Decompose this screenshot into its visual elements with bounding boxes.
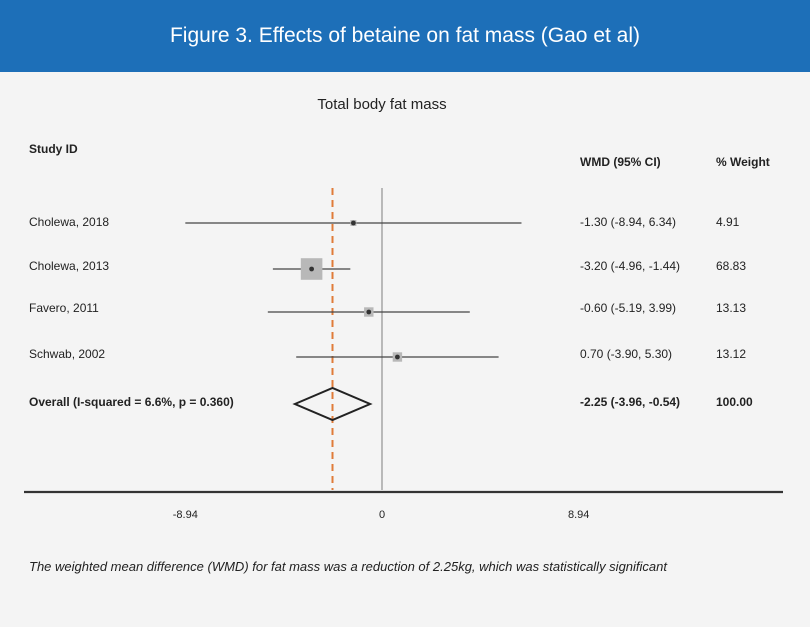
overall-label: Overall (I-squared = 6.6%, p = 0.360) bbox=[29, 395, 234, 409]
study-weight: 4.91 bbox=[716, 215, 740, 229]
study-id-header: Study ID bbox=[29, 142, 78, 156]
study-effect: -0.60 (-5.19, 3.99) bbox=[580, 301, 677, 315]
study-effect: 0.70 (-3.90, 5.30) bbox=[580, 347, 673, 361]
study-label: Cholewa, 2013 bbox=[29, 259, 110, 273]
study-weight: 13.13 bbox=[716, 301, 747, 315]
chart-panel bbox=[0, 72, 810, 627]
point-estimate-dot bbox=[351, 220, 356, 226]
overall-effect: -2.25 (-3.96, -0.54) bbox=[580, 395, 681, 409]
figure-banner: Figure 3. Effects of betaine on fat mass… bbox=[0, 0, 810, 72]
study-label: Schwab, 2002 bbox=[29, 347, 106, 361]
study-weight: 68.83 bbox=[716, 259, 747, 273]
weight-header: % Weight bbox=[716, 155, 770, 169]
point-estimate-dot bbox=[366, 309, 372, 315]
chart-title: Total body fat mass bbox=[317, 96, 447, 113]
study-effect: -3.20 (-4.96, -1.44) bbox=[580, 259, 681, 273]
x-tick-label: 8.94 bbox=[568, 509, 589, 521]
wmd-header: WMD (95% CI) bbox=[580, 155, 661, 169]
overall-diamond bbox=[292, 386, 373, 422]
point-estimate-dot bbox=[309, 266, 314, 272]
figure-caption: The weighted mean difference (WMD) for f… bbox=[29, 559, 667, 574]
point-estimate-dot bbox=[395, 354, 400, 360]
x-tick-label: 0 bbox=[379, 509, 385, 521]
study-label: Favero, 2011 bbox=[29, 301, 99, 315]
study-label: Cholewa, 2018 bbox=[29, 215, 110, 229]
x-tick-label: -8.94 bbox=[173, 509, 198, 521]
overall-weight: 100.00 bbox=[716, 395, 753, 409]
study-effect: -1.30 (-8.94, 6.34) bbox=[580, 215, 677, 229]
figure-title: Figure 3. Effects of betaine on fat mass… bbox=[169, 24, 641, 47]
study-weight: 13.12 bbox=[716, 347, 747, 361]
